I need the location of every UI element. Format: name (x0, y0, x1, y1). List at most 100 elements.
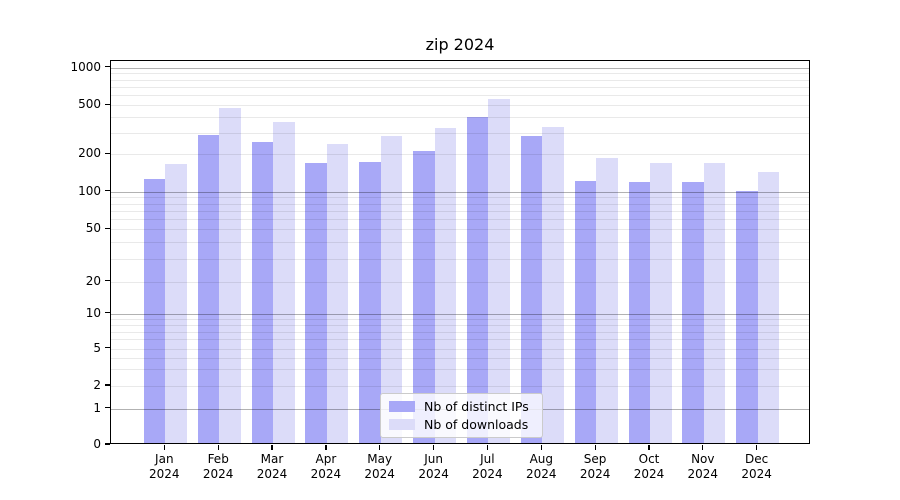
bar-nb-of-downloads-jul (488, 99, 510, 443)
x-tick-nov (702, 444, 704, 450)
bar-nb-of-distinct-ips-dec (736, 191, 758, 443)
y-tick-200 (105, 152, 110, 154)
y-tick-label-50: 50 (85, 221, 101, 236)
bar-nb-of-distinct-ips-jul (466, 117, 489, 443)
y-tick-label-5: 5 (93, 340, 101, 355)
y-tick-50 (105, 227, 110, 229)
bar-nb-of-distinct-ips-jun (413, 150, 435, 443)
bar-nb-of-distinct-ips-sep (574, 181, 597, 443)
bar-nb-of-distinct-ips-nov (682, 182, 704, 443)
gridline-9 (111, 319, 809, 320)
bar-nb-of-distinct-ips-aug (520, 135, 543, 443)
gridline-3 (111, 369, 809, 371)
gridline-100 (111, 191, 809, 193)
gridline-300 (111, 132, 809, 134)
bar-nb-of-downloads-dec (757, 172, 780, 443)
bar-nb-of-downloads-jun (434, 128, 457, 443)
bar-nb-of-downloads-jan (165, 164, 187, 443)
legend-swatch-downloads (389, 419, 415, 430)
y-tick-10 (105, 312, 110, 314)
y-tick-1 (105, 407, 110, 409)
x-tick-label-jun: Jun 2024 (418, 452, 449, 481)
x-tick-label-mar: Mar 2024 (256, 452, 288, 481)
x-tick-jul (486, 444, 489, 450)
chart-title: zip 2024 (425, 35, 495, 54)
gridline-20 (111, 281, 809, 283)
bar-nb-of-distinct-ips-mar (251, 141, 273, 443)
x-tick-may (379, 444, 381, 450)
gridline-5 (111, 348, 809, 350)
bar-nb-of-downloads-feb (219, 108, 241, 443)
y-tick-label-10: 10 (85, 305, 101, 320)
x-tick-label-feb: Feb 2024 (202, 452, 234, 481)
x-tick-feb (217, 444, 219, 450)
y-tick-label-100: 100 (78, 183, 101, 198)
gridline-900 (111, 73, 809, 75)
legend-label-distinct-ips: Nb of distinct IPs (424, 399, 529, 414)
bar-nb-of-distinct-ips-may (359, 161, 381, 443)
legend-item-distinct-ips: Nb of distinct IPs (389, 399, 542, 414)
x-tick-label-jul: Jul 2024 (472, 452, 503, 481)
x-tick-aug (540, 444, 542, 450)
y-tick-label-500: 500 (78, 97, 101, 112)
bar-nb-of-downloads-sep (596, 158, 618, 443)
x-tick-label-nov: Nov 2024 (687, 452, 719, 481)
gridline-400 (111, 117, 809, 119)
y-tick-label-20: 20 (85, 273, 101, 288)
gridline-30 (111, 258, 809, 260)
y-tick-label-1000: 1000 (70, 59, 101, 74)
legend: Nb of distinct IPs Nb of downloads (380, 393, 543, 438)
grid-layer (111, 61, 809, 443)
gridline-8 (111, 324, 809, 326)
bar-nb-of-distinct-ips-feb (197, 134, 220, 443)
x-tick-dec (756, 444, 758, 450)
y-tick-label-1: 1 (93, 400, 101, 415)
x-tick-mar (271, 444, 273, 450)
gridline-90 (111, 197, 809, 199)
x-tick-label-jan: Jan 2024 (149, 452, 180, 481)
gridline-2 (111, 386, 809, 387)
x-tick-label-sep: Sep 2024 (579, 452, 611, 481)
bar-nb-of-distinct-ips-apr (305, 163, 327, 443)
y-tick-5 (105, 346, 110, 349)
y-tick-100 (105, 190, 110, 192)
x-tick-label-aug: Aug 2024 (526, 452, 557, 481)
x-tick-label-apr: Apr 2024 (310, 452, 342, 481)
gridline-600 (111, 95, 809, 97)
gridline-1000 (111, 67, 809, 69)
gridline-7 (111, 331, 809, 333)
gridline-60 (111, 219, 809, 221)
y-tick-0 (105, 443, 110, 445)
y-tick-label-2: 2 (93, 378, 101, 392)
bar-nb-of-downloads-aug (542, 126, 564, 443)
legend-label-downloads: Nb of downloads (424, 417, 529, 432)
gridline-50 (111, 229, 809, 231)
x-tick-sep (594, 444, 596, 450)
legend-item-downloads: Nb of downloads (389, 417, 542, 432)
legend-swatch-distinct-ips (389, 401, 415, 412)
bar-nb-of-distinct-ips-oct (628, 182, 650, 443)
bar-nb-of-downloads-oct (650, 163, 672, 443)
y-tick-2 (105, 384, 110, 386)
gridline-500 (111, 105, 809, 107)
gridline-800 (111, 79, 809, 81)
y-tick-1000 (105, 66, 110, 68)
bar-nb-of-downloads-may (380, 136, 403, 443)
gridline-10 (111, 313, 809, 315)
x-tick-oct (648, 444, 650, 450)
x-tick-label-oct: Oct 2024 (633, 452, 665, 481)
bar-nb-of-downloads-apr (326, 143, 349, 443)
y-tick-label-200: 200 (78, 146, 101, 161)
x-tick-jan (163, 444, 165, 450)
gridline-40 (111, 242, 809, 244)
gridline-700 (111, 87, 809, 88)
gridline-4 (111, 357, 809, 359)
gridline-80 (111, 203, 809, 205)
bar-nb-of-downloads-mar (273, 121, 295, 443)
gridline-70 (111, 211, 809, 212)
plot-area (110, 60, 810, 444)
bar-nb-of-distinct-ips-jan (143, 179, 166, 443)
x-tick-jun (432, 444, 435, 450)
gridline-200 (111, 154, 809, 156)
